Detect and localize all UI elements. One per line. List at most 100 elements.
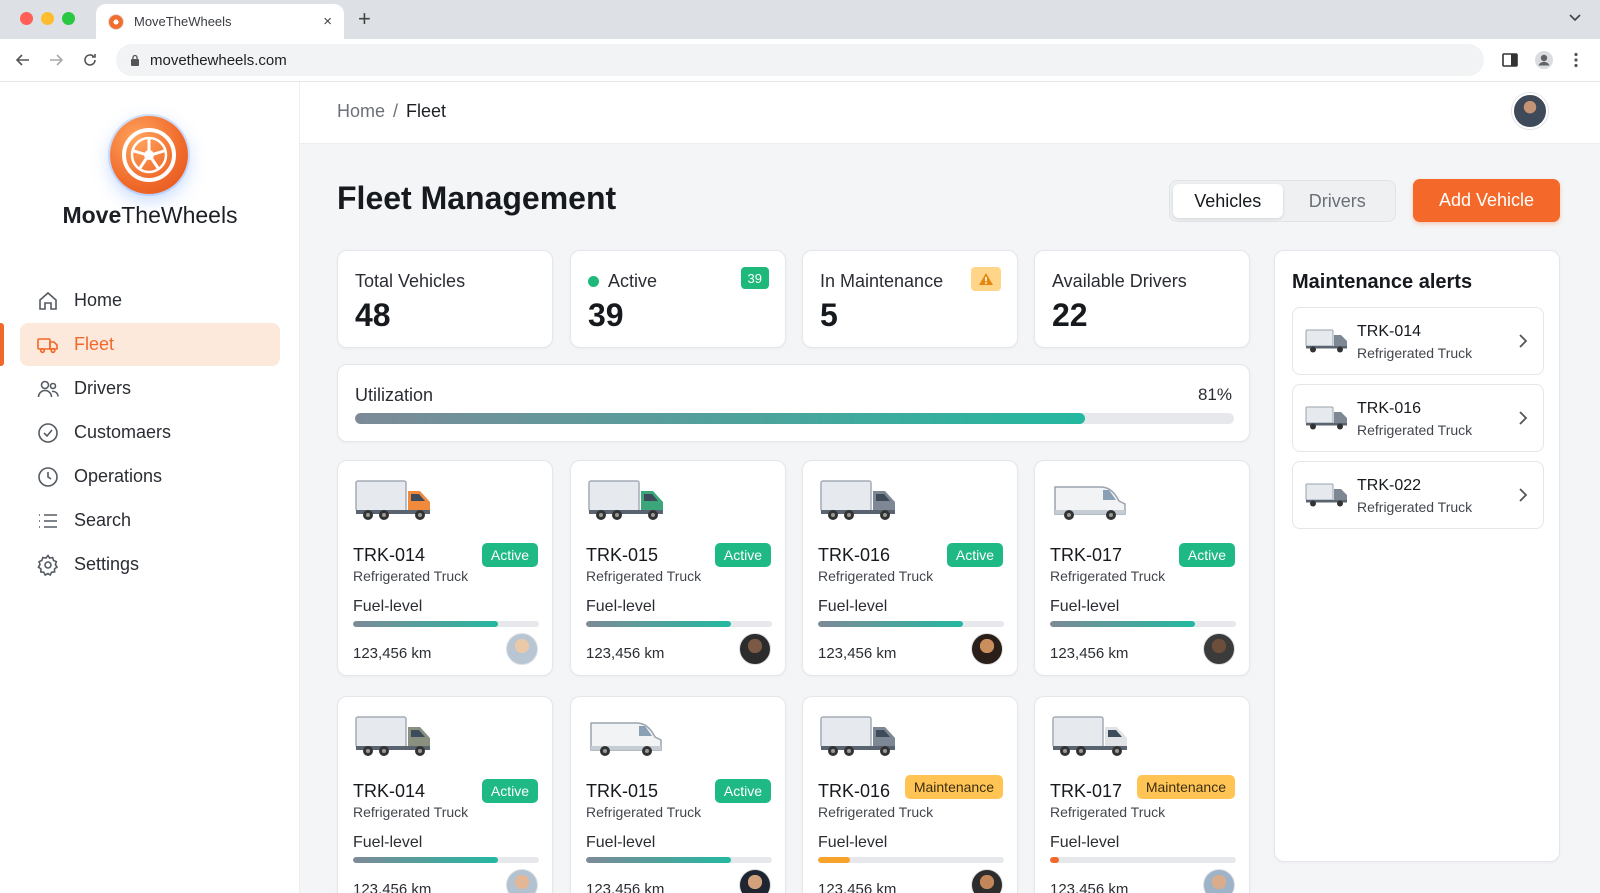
odometer: 123,456 km	[818, 645, 897, 662]
more-vertical-icon[interactable]	[1566, 50, 1586, 70]
url-text: movethewheels.com	[150, 51, 287, 69]
tab-close-icon[interactable]: ×	[323, 13, 332, 30]
url-field[interactable]: movethewheels.com	[116, 44, 1484, 76]
fuel-bar-fill	[818, 857, 850, 863]
window-controls	[20, 12, 75, 25]
status-badge: Maintenance	[904, 775, 1003, 799]
sidebar-item-operations[interactable]: Operations	[20, 455, 280, 498]
vehicle-card[interactable]: TRK-017 Refrigerated Truck Maintenance Fuel…	[1034, 696, 1250, 893]
vehicle-id: TRK-017	[1050, 545, 1123, 565]
gear-icon	[37, 553, 59, 576]
vehicle-card[interactable]: TRK-015 Refrigerated Truck Active Fuel-leve…	[570, 696, 786, 893]
stat-card-maintenance: In Maintenance 5	[802, 250, 1018, 348]
alert-vehicle-type: Refrigerated Truck	[1357, 345, 1473, 361]
fuel-bar	[353, 621, 539, 627]
forward-arrow-icon[interactable]	[46, 50, 66, 70]
utilization-percent: 81%	[1197, 385, 1232, 404]
fuel-bar	[1050, 857, 1236, 863]
vehicle-id: TRK-017	[1050, 781, 1123, 801]
vehicle-id: TRK-014	[353, 781, 426, 801]
breadcrumb-current: Fleet	[406, 101, 447, 121]
fuel-bar	[818, 857, 1004, 863]
profile-icon[interactable]	[1534, 50, 1554, 70]
driver-avatar[interactable]	[1203, 633, 1235, 665]
tab-vehicles[interactable]: Vehicles	[1173, 184, 1283, 218]
stat-value: 39	[588, 297, 624, 333]
vehicle-id: TRK-016	[818, 545, 891, 565]
alert-vehicle-type: Refrigerated Truck	[1357, 499, 1473, 515]
driver-avatar[interactable]	[506, 869, 538, 893]
status-badge: Active	[1178, 543, 1235, 567]
vehicle-type: Refrigerated Truck	[1050, 804, 1166, 820]
add-vehicle-button[interactable]: Add Vehicle	[1413, 179, 1560, 222]
fuel-bar	[586, 857, 772, 863]
fuel-bar	[353, 857, 539, 863]
driver-avatar[interactable]	[971, 869, 1003, 893]
fuel-bar-fill	[586, 857, 732, 863]
warning-icon	[971, 267, 1001, 291]
breadcrumb: Home / Fleet	[337, 101, 446, 122]
maintenance-alerts-panel: Maintenance alerts TRK-014 Refrigerated T…	[1274, 250, 1560, 862]
tab-drivers[interactable]: Drivers	[1308, 190, 1366, 211]
driver-avatar[interactable]	[506, 633, 538, 665]
view-toggle: Vehicles Drivers	[1169, 180, 1396, 222]
vehicle-card[interactable]: TRK-016 Refrigerated Truck Active Fuel-leve…	[802, 460, 1018, 676]
vehicle-card[interactable]: TRK-017 Refrigerated Truck Active Fuel-leve…	[1034, 460, 1250, 676]
browser-tab[interactable]: MoveTheWheels ×	[96, 4, 344, 39]
vehicle-card[interactable]: TRK-014 Refrigerated Truck Active Fuel-leve…	[337, 696, 553, 893]
odometer: 123,456 km	[586, 645, 665, 662]
reload-icon[interactable]	[80, 50, 100, 70]
driver-avatar[interactable]	[739, 633, 771, 665]
truck-icon	[354, 477, 434, 523]
user-avatar[interactable]	[1512, 93, 1548, 129]
fuel-bar	[818, 621, 1004, 627]
side-panel-icon[interactable]	[1500, 50, 1520, 70]
odometer: 123,456 km	[353, 881, 432, 893]
alert-vehicle-type: Refrigerated Truck	[1357, 422, 1473, 438]
stat-value: 22	[1052, 297, 1088, 333]
driver-avatar[interactable]	[1203, 869, 1235, 893]
sidebar-item-drivers[interactable]: Drivers	[20, 367, 280, 410]
status-badge: Active	[714, 779, 771, 803]
stat-card-total-vehicles: Total Vehicles 48	[337, 250, 553, 348]
top-bar: Home / Fleet	[300, 82, 1600, 144]
alert-item[interactable]: TRK-016 Refrigerated Truck	[1292, 384, 1544, 452]
wheel-logo-icon	[110, 116, 188, 194]
users-icon	[37, 380, 59, 397]
sidebar-item-settings[interactable]: Settings	[20, 543, 280, 586]
alert-item[interactable]: TRK-014 Refrigerated Truck	[1292, 307, 1544, 375]
fuel-label: Fuel-level	[353, 598, 423, 615]
truck-icon	[1051, 713, 1131, 759]
truck-icon	[1051, 477, 1131, 523]
breadcrumb-home-link[interactable]: Home	[337, 101, 386, 121]
driver-avatar[interactable]	[739, 869, 771, 893]
chevron-right-icon	[1519, 411, 1528, 425]
fuel-label: Fuel-level	[818, 598, 888, 615]
sidebar-item-customers[interactable]: Customaers	[20, 411, 280, 454]
chevron-down-icon[interactable]	[1568, 10, 1582, 24]
fuel-bar-fill	[353, 857, 499, 863]
vehicle-card[interactable]: TRK-016 Refrigerated Truck Maintenance Fuel…	[802, 696, 1018, 893]
truck-icon	[819, 713, 899, 759]
minimize-window-button[interactable]	[41, 12, 54, 25]
stat-card-available-drivers: Available Drivers 22	[1034, 250, 1250, 348]
status-badge: Active	[714, 543, 771, 567]
alert-item[interactable]: TRK-022 Refrigerated Truck	[1292, 461, 1544, 529]
maximize-window-button[interactable]	[62, 12, 75, 25]
truck-icon	[37, 337, 58, 353]
fuel-bar	[586, 621, 772, 627]
vehicle-card[interactable]: TRK-014 Refrigerated Truck Active Fuel-leve…	[337, 460, 553, 676]
driver-avatar[interactable]	[971, 633, 1003, 665]
new-tab-button[interactable]: +	[358, 6, 371, 31]
back-arrow-icon[interactable]	[13, 50, 33, 70]
stat-label: In Maintenance	[820, 271, 944, 291]
vehicle-card[interactable]: TRK-015 Refrigerated Truck Active Fuel-leve…	[570, 460, 786, 676]
sidebar-item-fleet[interactable]: Fleet	[0, 323, 280, 366]
status-badge: Active	[481, 779, 538, 803]
vehicle-id: TRK-015	[586, 781, 659, 801]
sidebar-item-home[interactable]: Home	[20, 279, 280, 322]
close-window-button[interactable]	[20, 12, 33, 25]
tab-title: MoveTheWheels	[134, 14, 232, 29]
sidebar-item-search[interactable]: Search	[20, 499, 280, 542]
truck-icon	[354, 713, 434, 759]
